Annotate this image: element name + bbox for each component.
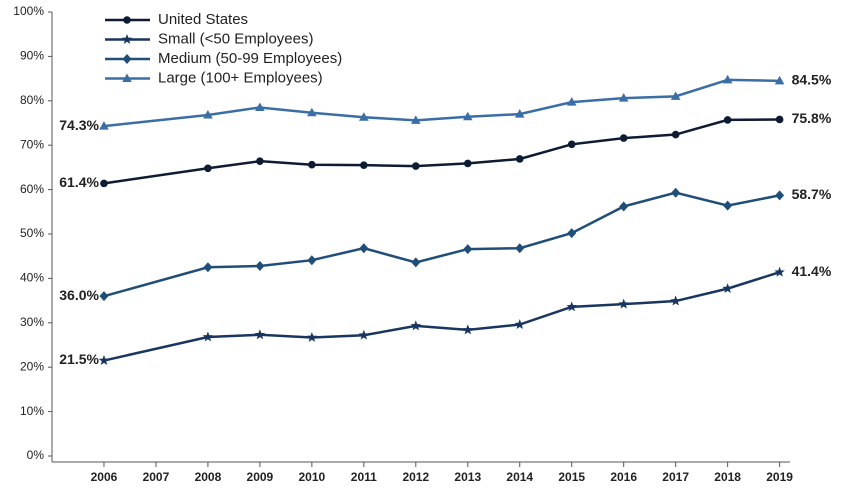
marker <box>566 97 577 106</box>
marker <box>515 243 525 254</box>
x-tick-label: 2010 <box>299 470 326 484</box>
y-tick-label: 0% <box>27 448 45 462</box>
marker <box>410 320 422 331</box>
x-tick-label: 2012 <box>402 470 429 484</box>
marker <box>514 109 525 118</box>
marker <box>100 179 108 188</box>
x-tick-label: 2014 <box>506 470 533 484</box>
marker <box>204 164 212 173</box>
marker <box>619 201 629 212</box>
y-tick-label: 70% <box>20 137 44 151</box>
marker <box>255 260 265 271</box>
marker <box>99 291 109 302</box>
y-tick-label: 20% <box>20 359 44 373</box>
x-tick-label: 2007 <box>143 470 170 484</box>
marker <box>775 190 785 201</box>
marker <box>308 160 316 169</box>
marker <box>256 157 264 165</box>
marker <box>723 200 733 211</box>
marker <box>618 93 629 102</box>
series-line <box>103 270 780 362</box>
marker <box>723 116 732 124</box>
y-tick-label: 40% <box>20 271 44 285</box>
marker <box>254 329 266 340</box>
marker <box>358 329 370 340</box>
marker <box>255 102 265 111</box>
marker <box>359 112 369 121</box>
marker <box>203 110 213 119</box>
y-tick-label: 90% <box>20 49 44 63</box>
marker <box>360 161 368 169</box>
marker <box>619 134 628 142</box>
marker <box>99 121 109 130</box>
marker <box>307 107 317 117</box>
y-tick-label: 50% <box>20 226 44 240</box>
x-tick-label: 2006 <box>91 470 118 484</box>
legend-label: Medium (50-99 Employees) <box>158 50 342 67</box>
data-label: 36.0% <box>59 287 99 303</box>
x-tick-label: 2017 <box>662 470 689 484</box>
x-tick-label: 2016 <box>610 470 637 484</box>
marker <box>566 301 577 312</box>
series-line <box>103 78 780 128</box>
x-tick-label: 2011 <box>351 470 377 484</box>
marker <box>515 155 524 163</box>
x-tick-label: 2019 <box>766 470 793 484</box>
legend-label: United States <box>158 11 248 28</box>
data-label: 75.8% <box>792 110 832 126</box>
marker <box>567 228 577 239</box>
x-tick-label: 2009 <box>247 470 274 484</box>
marker <box>412 162 420 170</box>
legend-label: Small (<50 Employees) <box>158 30 313 47</box>
marker <box>121 34 133 44</box>
marker <box>463 159 472 168</box>
y-tick-label: 30% <box>20 315 44 329</box>
marker <box>123 16 131 24</box>
marker <box>618 298 629 309</box>
marker <box>670 295 681 306</box>
marker <box>462 111 473 121</box>
marker <box>307 255 317 266</box>
marker <box>462 324 474 335</box>
x-tick-label: 2018 <box>714 470 741 484</box>
marker <box>203 262 213 273</box>
marker <box>306 331 318 342</box>
data-label: 84.5% <box>792 72 832 88</box>
marker <box>722 283 733 294</box>
data-label: 21.5% <box>59 351 99 367</box>
series-line <box>103 191 780 298</box>
x-tick-label: 2015 <box>558 470 585 484</box>
data-label: 61.4% <box>59 174 99 190</box>
y-tick-label: 100% <box>13 4 44 18</box>
marker <box>567 140 576 149</box>
legend-label: Large (100+ Employees) <box>158 69 323 86</box>
y-tick-label: 60% <box>20 182 44 196</box>
marker <box>411 115 421 124</box>
data-label: 74.3% <box>59 117 99 133</box>
y-tick-label: 80% <box>20 93 44 107</box>
marker <box>670 91 681 100</box>
x-tick-label: 2013 <box>454 470 481 484</box>
marker <box>671 130 680 139</box>
marker <box>98 355 110 365</box>
data-label: 41.4% <box>792 263 832 279</box>
marker <box>359 243 369 254</box>
marker <box>774 75 785 85</box>
marker <box>122 54 132 64</box>
y-tick-label: 10% <box>20 404 44 418</box>
marker <box>202 331 214 342</box>
marker <box>671 187 681 198</box>
x-tick-label: 2008 <box>195 470 222 484</box>
marker <box>774 266 785 277</box>
series-line <box>103 118 780 185</box>
marker <box>463 244 473 255</box>
marker <box>514 319 525 330</box>
marker <box>122 73 132 82</box>
marker <box>722 74 733 84</box>
marker <box>775 115 784 124</box>
data-label: 58.7% <box>792 186 832 202</box>
marker <box>411 257 421 268</box>
